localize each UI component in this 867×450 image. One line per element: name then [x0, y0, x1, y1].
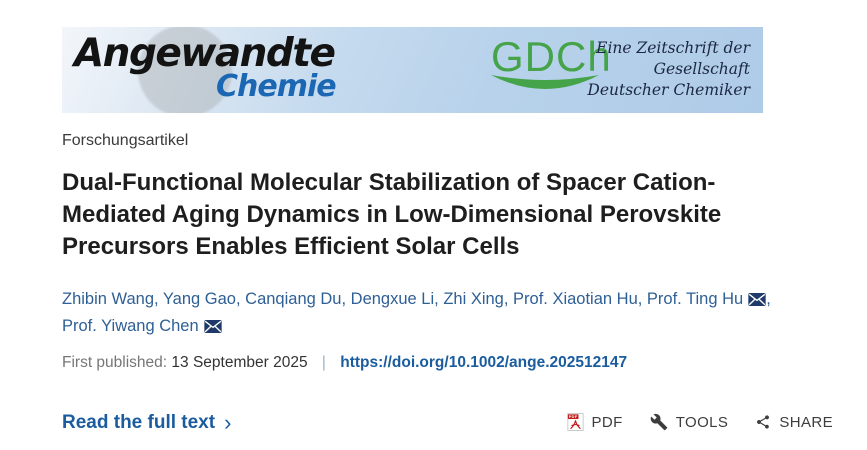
author-link[interactable]: Canqiang Du — [245, 290, 342, 308]
pdf-label: PDF — [591, 413, 623, 431]
share-label: SHARE — [779, 413, 833, 431]
action-bar: PDF PDF TOOLS SHARE — [566, 412, 833, 432]
gdch-bowl-icon — [491, 75, 599, 89]
tools-button[interactable]: TOOLS — [650, 413, 729, 431]
author-link[interactable]: Dengxue Li — [350, 290, 435, 308]
author-link[interactable]: Zhibin Wang — [62, 290, 155, 308]
gdch-logo: GDCh — [491, 33, 612, 80]
doi-link[interactable]: https://doi.org/10.1002/ange.202512147 — [340, 354, 628, 371]
journal-banner: Angewandte Chemie GDCh Eine Zeitschrift … — [62, 27, 763, 113]
separator: | — [321, 354, 326, 371]
author-link[interactable]: Prof. Ting Hu — [646, 290, 744, 308]
first-published-date: 13 September 2025 — [171, 354, 308, 371]
gdch-tagline-line: Eine Zeitschrift der — [596, 39, 750, 57]
first-published-label: First published: — [62, 354, 168, 371]
gdch-tagline: Eine Zeitschrift der Gesellschaft Deutsc… — [587, 38, 750, 101]
publication-info: First published: 13 September 2025 | htt… — [62, 354, 627, 372]
article-title-line: Dual-Functional Molecular Stabilization … — [62, 169, 716, 196]
article-title-line: Precursors Enables Efficient Solar Cells — [62, 233, 520, 260]
email-icon[interactable] — [748, 293, 766, 306]
author-link[interactable]: Yang Gao — [162, 290, 236, 308]
chemie-wordmark: Chemie — [216, 69, 337, 104]
angewandte-wordmark: Angewandte — [74, 31, 336, 76]
read-full-text-link[interactable]: Read the full text › — [62, 411, 231, 434]
article-title: Dual-Functional Molecular Stabilization … — [62, 167, 832, 263]
gdch-tagline-line: Gesellschaft — [653, 60, 750, 78]
article-type-label: Forschungsartikel — [62, 132, 189, 149]
article-title-line: Mediated Aging Dynamics in Low-Dimension… — [62, 201, 722, 228]
gdch-tagline-line: Deutscher Chemiker — [587, 81, 750, 99]
tools-label: TOOLS — [675, 413, 729, 431]
author-link[interactable]: Prof. Yiwang Chen — [62, 317, 199, 335]
pdf-icon: PDF — [566, 412, 584, 432]
email-icon[interactable] — [204, 320, 222, 333]
share-button[interactable]: SHARE — [755, 414, 833, 431]
share-icon — [755, 414, 771, 430]
author-list: Zhibin Wang, Yang Gao, Canqiang Du, Deng… — [62, 290, 771, 335]
author-link[interactable]: Zhi Xing — [443, 290, 504, 308]
svg-text:PDF: PDF — [568, 414, 577, 419]
chevron-right-icon: › — [224, 410, 232, 435]
wrench-icon — [650, 413, 668, 431]
author-link[interactable]: Prof. Xiaotian Hu — [513, 290, 638, 308]
read-full-text-label: Read the full text — [62, 411, 216, 433]
angewandte-logo-circle — [138, 27, 232, 113]
pdf-button[interactable]: PDF PDF — [566, 412, 623, 432]
